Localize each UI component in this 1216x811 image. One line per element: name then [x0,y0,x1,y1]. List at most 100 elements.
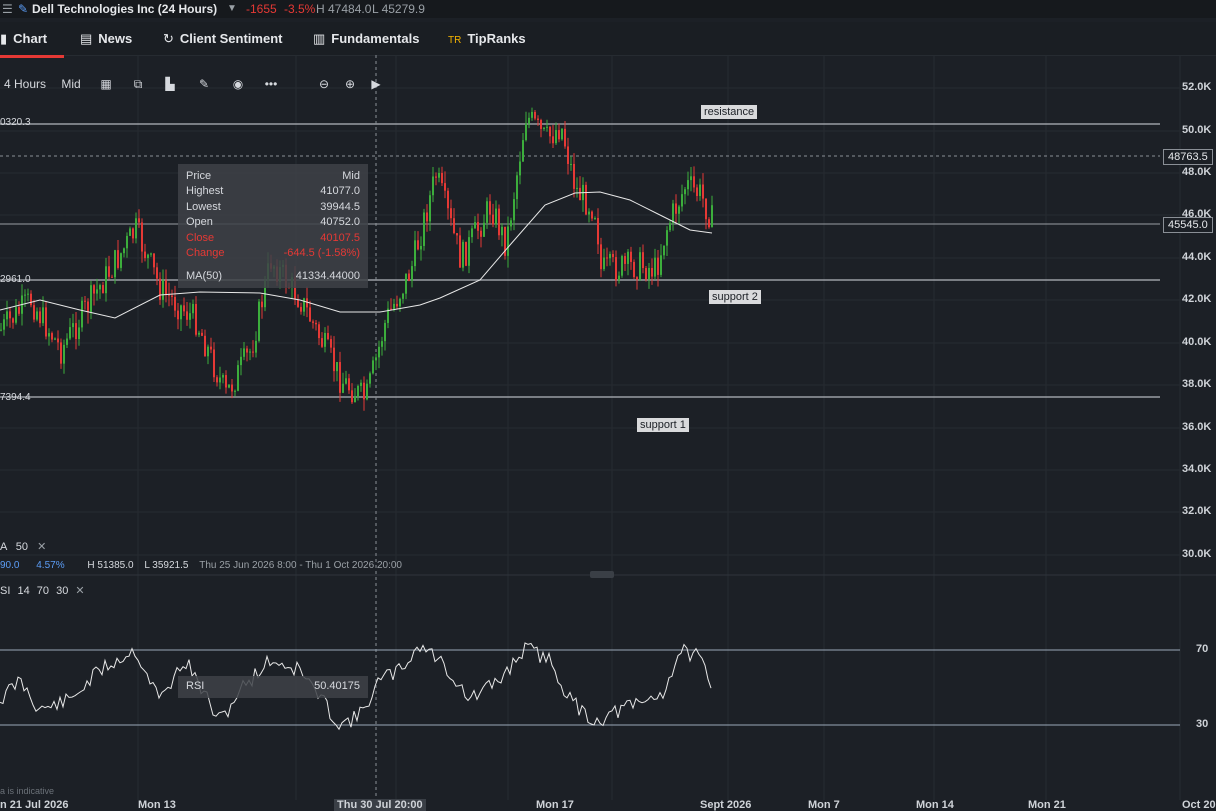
price-axis-tick: 48.0K [1182,166,1212,178]
tab-client-sentiment[interactable]: ↻ Client Sentiment [163,22,282,55]
candle [15,307,17,323]
candle [213,349,215,378]
indicative-note: a is indicative [0,786,55,796]
candle [381,341,383,347]
time-axis-tick: Mon 13 [138,799,176,811]
rsi-indicator-chip[interactable]: SI 14 70 30 ✕ [0,584,85,597]
close-icon[interactable]: ✕ [37,541,47,553]
tooltip-open-value: 40752.0 [320,216,360,228]
ma-indicator-chip[interactable]: A 50 ✕ [0,540,46,553]
more-icon[interactable]: ••• [264,77,278,91]
chevron-down-icon[interactable]: ▼ [227,3,237,14]
ma50-line [0,191,713,319]
zoom-in-icon[interactable]: ⊕ [344,77,356,91]
candle [219,377,221,383]
candle [450,208,452,219]
price-change: -1655 [246,2,277,16]
price-axis-tick: 34.0K [1182,463,1212,475]
candle [696,187,698,197]
price-change-pct: -3.5% [284,2,316,16]
candle [39,311,41,324]
candle [60,342,62,364]
candle [375,357,377,361]
candle [411,266,413,281]
candle [258,301,260,341]
tab-chart[interactable]: ▮ Chart [0,22,64,58]
pane-resize-handle[interactable] [590,571,614,578]
candle [498,208,500,236]
candle [336,362,338,372]
menu-icon[interactable]: ☰ [2,2,13,16]
sentiment-icon: ↻ [163,31,174,46]
scroll-to-end-icon[interactable]: ▶ [371,77,381,91]
candle [66,338,68,345]
eye-icon[interactable]: ◉ [232,77,244,91]
candle [183,305,185,312]
candle [534,111,536,119]
tab-tipranks[interactable]: TR TipRanks [448,22,526,55]
candle [399,298,401,307]
interval-select[interactable]: 4 Hours [4,77,47,91]
edit-icon[interactable]: ✎ [18,2,29,16]
price-type-select[interactable]: Mid [61,77,81,91]
candle [138,218,140,223]
tooltip-close-value: 40107.5 [320,232,360,244]
candle [222,375,224,378]
tab-fundamentals[interactable]: ▥ Fundamentals [313,22,419,55]
candle [90,285,92,313]
rsi-tooltip-value: 50.40175 [314,680,360,692]
layout-icon[interactable]: ⧉ [133,77,143,91]
candle [519,161,521,176]
candle [402,293,404,299]
price-chart[interactable] [0,55,1216,809]
candle [249,351,251,353]
price-axis-tick: 50.0K [1182,124,1212,136]
tab-news[interactable]: ▤ News [80,22,132,55]
candle [669,223,671,231]
candle [546,126,548,128]
close-icon[interactable]: ✕ [75,585,85,597]
candle [144,251,146,259]
candle [126,235,128,249]
candle [516,175,518,200]
candle [681,194,683,207]
candle [633,261,635,278]
candle [471,228,473,238]
draw-pencil-icon[interactable]: ✎ [198,77,210,91]
candle [216,377,218,383]
candle [444,183,446,191]
candle [579,187,581,201]
candle [483,222,485,237]
candle [567,146,569,164]
chart-type-icon[interactable]: ▙ [165,77,175,91]
candle [135,218,137,239]
candle [30,293,32,306]
candle [108,266,110,277]
tipranks-icon: TR [448,35,462,46]
rsi-axis-tick: 70 [1196,643,1209,655]
calendar-icon[interactable]: ▦ [100,77,112,91]
instrument-name[interactable]: Dell Technologies Inc (24 Hours) [32,2,218,16]
candle [390,308,392,310]
tooltip-price-value: Mid [342,170,360,182]
time-axis-tick: Thu 30 Jul 20:00 [334,799,426,811]
zoom-out-icon[interactable]: ⊖ [318,77,330,91]
candle [612,253,614,258]
candle [657,257,659,275]
rsi-upper: 70 [36,585,50,597]
candle [204,335,206,357]
candle [513,199,515,221]
candle [654,257,656,277]
support2-label: support 2 [709,290,761,304]
candle [705,198,707,220]
support1-price: 7394.4 [0,392,31,403]
candle [585,184,587,215]
candle [462,241,464,268]
candle [153,253,155,268]
candle [234,390,236,392]
tab-label: Fundamentals [331,31,420,46]
candle [531,111,533,118]
date-range: Thu 25 Jun 2026 8:00 - Thu 1 Oct 2026 20… [199,560,402,571]
candle [300,306,302,312]
candle [609,253,611,259]
